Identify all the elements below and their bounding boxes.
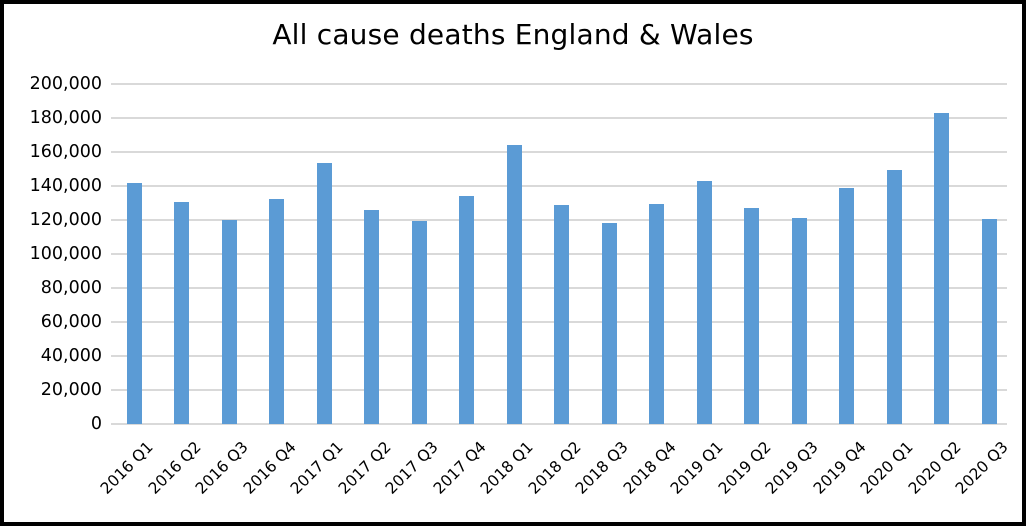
y-tick-label: 140,000 xyxy=(29,176,102,196)
y-tick-label: 0 xyxy=(90,414,102,434)
bar-2020-q3 xyxy=(981,218,997,424)
gridline xyxy=(111,151,1007,153)
bar-2018-q2 xyxy=(554,204,569,424)
y-tick-label: 60,000 xyxy=(40,312,102,332)
bar-2019-q1 xyxy=(696,180,712,424)
y-tick-label: 160,000 xyxy=(29,142,102,162)
bar-2016-q2 xyxy=(174,202,189,424)
y-tick-label: 20,000 xyxy=(40,380,102,400)
bar-2019-q3 xyxy=(791,218,807,424)
bar-2017-q3 xyxy=(411,220,427,424)
bar-2016-q1 xyxy=(126,182,142,424)
bar-2020-q1 xyxy=(886,169,902,424)
y-tick-label: 40,000 xyxy=(40,346,102,366)
bar-2019-q4 xyxy=(839,188,854,424)
gridline xyxy=(111,423,1007,425)
y-tick-label: 80,000 xyxy=(40,278,102,298)
gridline xyxy=(111,83,1007,85)
plot-area: 200,000 180,000 160,000 140,000 120,000 100,0… xyxy=(4,4,1022,522)
bar-2018-q3 xyxy=(601,223,617,424)
x-tick-label: 2016 Q1 xyxy=(97,438,157,498)
chart-title: All cause deaths England & Wales xyxy=(272,18,754,51)
bar-2017-q4 xyxy=(459,195,474,424)
bar-2016-q4 xyxy=(269,199,284,424)
bar-2018-q1 xyxy=(506,144,522,424)
bar-2018-q4 xyxy=(649,203,664,424)
gridline xyxy=(111,117,1007,119)
bar-2017-q2 xyxy=(364,209,379,424)
bar-2017-q1 xyxy=(316,162,332,424)
y-tick-label: 200,000 xyxy=(29,74,102,94)
y-tick-label: 120,000 xyxy=(29,210,102,230)
bar-2019-q2 xyxy=(744,208,759,424)
gridline xyxy=(111,185,1007,187)
y-tick-label: 100,000 xyxy=(29,244,102,264)
bar-2020-q2 xyxy=(934,113,949,424)
y-tick-label: 180,000 xyxy=(29,108,102,128)
bar-2016-q3 xyxy=(221,220,237,424)
